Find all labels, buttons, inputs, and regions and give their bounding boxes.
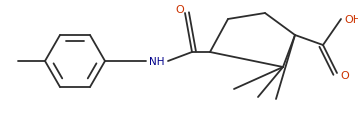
Text: NH: NH (149, 56, 165, 66)
Text: O: O (340, 70, 349, 80)
Text: OH: OH (344, 15, 358, 25)
Text: O: O (176, 5, 184, 15)
